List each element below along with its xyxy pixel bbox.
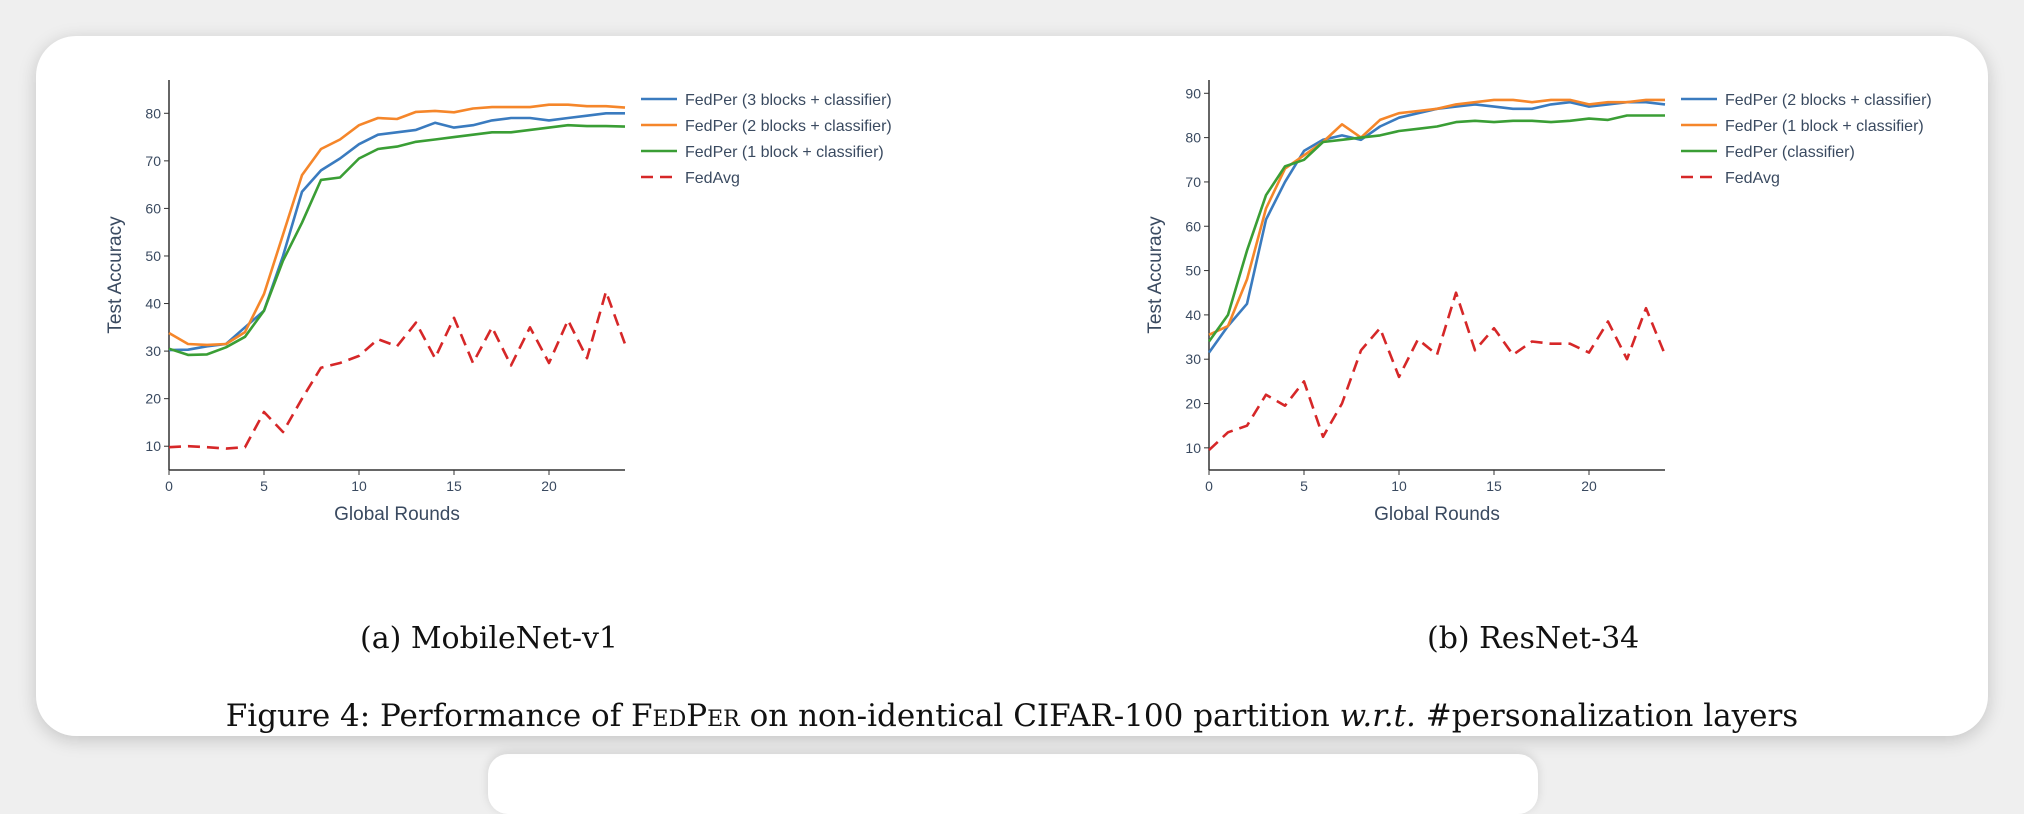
x-tick-label: 0 bbox=[165, 478, 173, 494]
y-tick-label: 20 bbox=[1185, 396, 1201, 412]
legend-label-2: FedPer (1 block + classifier) bbox=[685, 144, 884, 161]
y-axis-title: Test Accuracy bbox=[105, 216, 126, 334]
legend-label-2: FedPer (classifier) bbox=[1725, 144, 1855, 161]
y-axis-title: Test Accuracy bbox=[1145, 216, 1166, 334]
series-line-3 bbox=[1208, 291, 1667, 452]
y-tick-label: 70 bbox=[145, 153, 161, 169]
x-axis-title: Global Rounds bbox=[334, 504, 460, 525]
series-line-1 bbox=[1208, 98, 1665, 336]
figure-card: 0 5 10 15 20 10 20 30 40 50 60 70 80 Global Rounds Tes… bbox=[36, 36, 1988, 736]
y-tick-label: 50 bbox=[1185, 263, 1201, 279]
x-tick-label: 15 bbox=[1486, 478, 1502, 494]
lower-panel-edge bbox=[488, 754, 1538, 814]
legend-label-0: FedPer (2 blocks + classifier) bbox=[1725, 92, 1932, 109]
subcaption-a: (a) MobileNet-v1 bbox=[360, 621, 618, 656]
y-tick-label: 30 bbox=[1185, 351, 1201, 367]
series-line-0 bbox=[1207, 100, 1666, 354]
chart-resnet-34: 0 5 10 15 20 10 20 30 40 50 60 70 80 90 Global Rounds T… bbox=[1145, 80, 1932, 525]
subcaption-b: (b) ResNet-34 bbox=[1427, 621, 1640, 656]
legend-label-3: FedAvg bbox=[1725, 170, 1780, 187]
y-tick-label: 90 bbox=[1185, 85, 1201, 101]
caption-wrt: w.r.t. bbox=[1339, 698, 1416, 734]
chart-mobilenet-v1: 0 5 10 15 20 10 20 30 40 50 60 70 80 Global Rounds Tes… bbox=[105, 80, 892, 525]
caption-middle: on non-identical CIFAR-100 partition bbox=[739, 698, 1340, 734]
legend-label-1: FedPer (1 block + classifier) bbox=[1725, 118, 1924, 135]
y-tick-label: 30 bbox=[145, 343, 161, 359]
legend-label-0: FedPer (3 blocks + classifier) bbox=[685, 92, 892, 109]
y-tick-label: 20 bbox=[145, 391, 161, 407]
caption-prefix: Figure 4: Performance of bbox=[225, 698, 632, 734]
series-line-2 bbox=[168, 123, 626, 357]
series-line-2 bbox=[1207, 114, 1665, 343]
legend-label-1: FedPer (2 blocks + classifier) bbox=[685, 118, 892, 135]
series-line-1 bbox=[168, 103, 626, 347]
series-line-3 bbox=[168, 290, 627, 450]
legend-label-3: FedAvg bbox=[685, 170, 740, 187]
x-tick-label: 20 bbox=[1581, 478, 1597, 494]
figure-caption: Figure 4: Performance of FedPer on non-i… bbox=[36, 698, 1988, 734]
series-line-0 bbox=[168, 112, 625, 352]
x-tick-label: 15 bbox=[446, 478, 462, 494]
x-axis-title: Global Rounds bbox=[1374, 504, 1500, 525]
caption-method: FedPer bbox=[631, 698, 740, 734]
x-tick-label: 20 bbox=[541, 478, 557, 494]
y-tick-label: 80 bbox=[1185, 130, 1201, 146]
y-tick-label: 50 bbox=[145, 248, 161, 264]
x-tick-label: 0 bbox=[1205, 478, 1213, 494]
y-tick-label: 40 bbox=[1185, 307, 1201, 323]
y-tick-label: 70 bbox=[1185, 174, 1201, 190]
caption-suffix: #personalization layers bbox=[1415, 698, 1799, 734]
y-tick-label: 10 bbox=[145, 438, 161, 454]
x-tick-label: 10 bbox=[351, 478, 367, 494]
y-tick-label: 60 bbox=[145, 200, 161, 216]
y-tick-label: 80 bbox=[145, 105, 161, 121]
x-tick-label: 5 bbox=[260, 478, 268, 494]
y-tick-label: 10 bbox=[1185, 440, 1201, 456]
x-tick-label: 5 bbox=[1300, 478, 1308, 494]
y-tick-label: 40 bbox=[145, 296, 161, 312]
x-tick-label: 10 bbox=[1391, 478, 1407, 494]
y-tick-label: 60 bbox=[1185, 218, 1201, 234]
